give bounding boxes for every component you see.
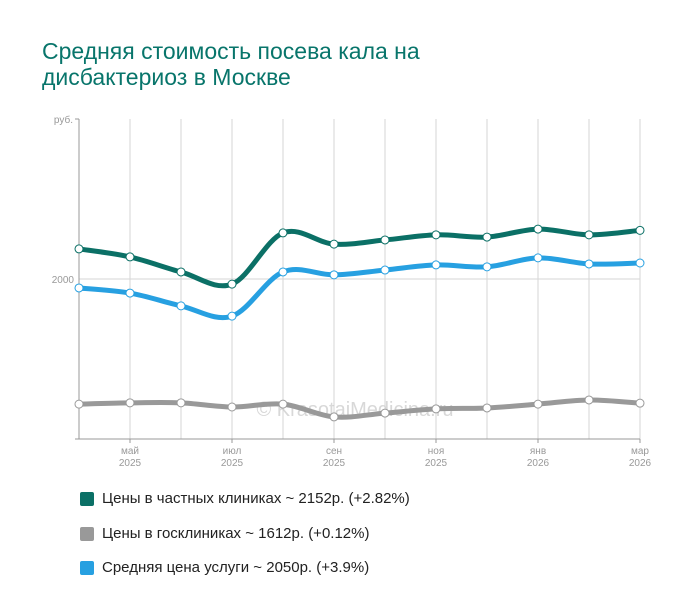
data-point — [278, 267, 288, 277]
legend-label: Цены в частных клиниках ~ 2152р. (+2.82%… — [102, 490, 410, 507]
data-point — [329, 270, 339, 280]
data-point — [584, 259, 594, 269]
data-point — [227, 311, 237, 321]
data-point — [431, 260, 441, 270]
legend-label: Средняя цена услуги ~ 2050р. (+3.9%) — [102, 559, 370, 576]
legend-swatch — [80, 526, 94, 541]
data-point — [74, 244, 84, 254]
data-point — [635, 258, 645, 268]
x-tick-month: сен — [326, 446, 342, 457]
x-tick-month: май — [121, 446, 139, 457]
legend-swatch — [80, 491, 94, 506]
data-point — [533, 224, 543, 234]
data-point — [125, 398, 135, 408]
data-point — [329, 412, 339, 422]
chart-title: Средняя стоимость посева кала на дисбакт… — [42, 38, 420, 90]
legend-swatch — [80, 560, 94, 575]
legend-item-private[interactable]: Цены в частных клиниках ~ 2152р. (+2.82%… — [80, 490, 410, 507]
data-point — [278, 399, 288, 409]
data-point — [482, 232, 492, 242]
data-point — [635, 225, 645, 235]
data-point — [227, 279, 237, 289]
data-point — [176, 267, 186, 277]
legend-item-average[interactable]: Средняя цена услуги ~ 2050р. (+3.9%) — [80, 559, 369, 576]
data-point — [278, 228, 288, 238]
x-tick-year: 2025 — [323, 458, 346, 469]
x-tick-month: янв — [530, 446, 546, 457]
data-point — [584, 230, 594, 240]
x-tick-month: мар — [631, 446, 649, 457]
data-point — [635, 398, 645, 408]
data-point — [482, 262, 492, 272]
data-point — [533, 399, 543, 409]
data-point — [380, 265, 390, 275]
data-point — [176, 398, 186, 408]
data-point — [584, 395, 594, 405]
data-point — [482, 403, 492, 413]
data-point — [74, 399, 84, 409]
legend-label: Цены в госклиниках ~ 1612р. (+0.12%) — [102, 525, 370, 542]
x-tick-year: 2026 — [527, 458, 550, 469]
data-point — [227, 402, 237, 412]
data-point — [380, 235, 390, 245]
data-point — [125, 252, 135, 262]
data-point — [533, 253, 543, 263]
x-tick-year: 2026 — [629, 458, 652, 469]
data-point — [380, 408, 390, 418]
data-point — [329, 239, 339, 249]
y-tick-label: 2000 — [52, 275, 75, 286]
data-point — [431, 404, 441, 414]
y-axis-label: руб. — [54, 114, 73, 126]
watermark: © KrasotaiMedicina.ru — [256, 399, 453, 421]
data-point — [176, 301, 186, 311]
x-tick-month: июл — [223, 446, 242, 457]
x-tick-year: 2025 — [221, 458, 244, 469]
x-tick-year: 2025 — [119, 458, 142, 469]
data-point — [74, 283, 84, 293]
x-tick-year: 2025 — [425, 458, 448, 469]
legend-item-public[interactable]: Цены в госклиниках ~ 1612р. (+0.12%) — [80, 525, 369, 542]
data-point — [431, 230, 441, 240]
x-tick-month: ноя — [428, 446, 445, 457]
data-point — [125, 288, 135, 298]
